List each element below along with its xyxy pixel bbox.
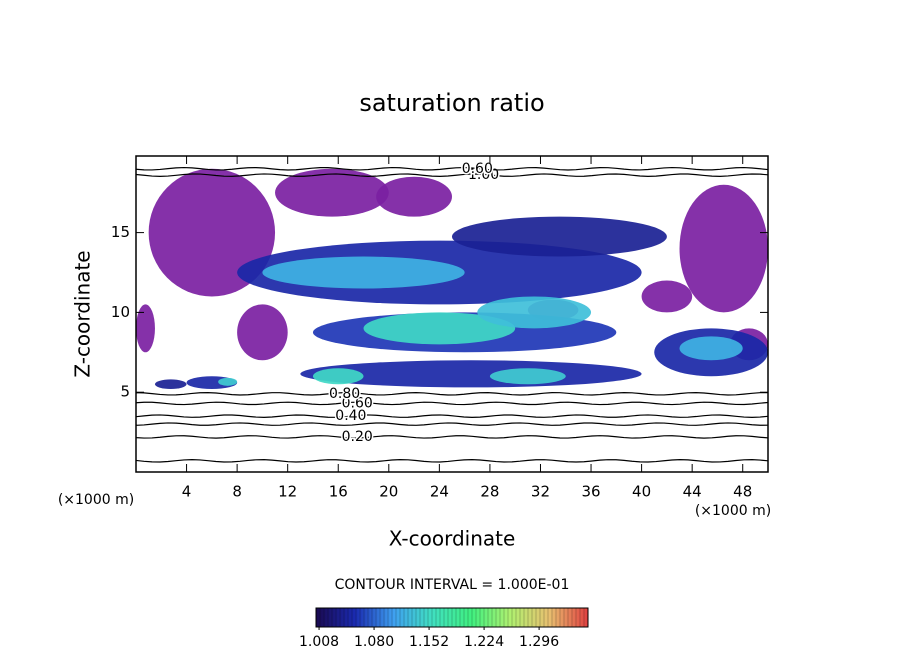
x-tick-label: 12 — [278, 483, 297, 501]
contour-line — [136, 166, 768, 171]
colorbar-label: 1.080 — [354, 634, 394, 650]
contour-line — [136, 422, 768, 426]
filled-region — [237, 304, 288, 361]
contour-line — [136, 435, 768, 439]
chart-title: saturation ratio — [359, 89, 544, 117]
y-tick-label: 10 — [111, 303, 130, 321]
filled-region — [275, 168, 389, 217]
x-tick-label: 16 — [329, 483, 348, 501]
filled-region — [363, 312, 516, 345]
contour-line — [136, 414, 768, 418]
x-tick-label: 20 — [379, 483, 398, 501]
plot-area: 0.200.400.600.801.000.60 — [136, 159, 768, 463]
colorbar-label: 1.296 — [519, 634, 559, 650]
contour-label: 1.00 — [468, 167, 499, 183]
y-unit: (×1000 m) — [58, 492, 134, 508]
x-tick-label: 48 — [733, 483, 752, 501]
colorbar-label: 1.152 — [409, 634, 449, 650]
filled-region — [679, 184, 768, 313]
contour-line — [136, 459, 768, 463]
colorbar — [315, 607, 589, 628]
filled-region — [477, 296, 592, 329]
contour-label: 0.40 — [335, 408, 366, 424]
x-unit: (×1000 m) — [695, 503, 771, 519]
x-tick-label: 44 — [683, 483, 702, 501]
contour-label: 0.60 — [462, 161, 493, 177]
x-axis-label: X-coordinate — [389, 527, 516, 551]
filled-region — [312, 368, 364, 385]
contour-label: 0.60 — [342, 395, 373, 411]
y-tick-label: 5 — [120, 383, 130, 401]
x-tick-label: 4 — [182, 483, 192, 501]
contour-line — [136, 173, 768, 177]
contour-line — [136, 391, 768, 396]
x-tick-label: 36 — [581, 483, 600, 501]
filled-region — [376, 176, 452, 217]
filled-region — [136, 304, 155, 353]
contour-label: 0.20 — [342, 429, 373, 445]
filled-region — [679, 336, 743, 361]
colorbar-label: 1.008 — [299, 634, 339, 650]
x-tick-label: 40 — [632, 483, 651, 501]
colorbar-label: 1.224 — [464, 634, 504, 650]
filled-region — [148, 168, 276, 297]
x-tick-label: 24 — [430, 483, 449, 501]
plot-frame — [135, 155, 769, 473]
x-tick-label: 8 — [232, 483, 242, 501]
filled-region — [218, 377, 238, 386]
y-tick-label: 15 — [111, 223, 130, 241]
filled-region — [489, 368, 566, 385]
contour-interval: CONTOUR INTERVAL = 1.000E-01 — [335, 577, 570, 593]
filled-region — [641, 280, 693, 313]
contour-line — [136, 401, 768, 406]
y-axis-label: Z-coordinate — [71, 250, 95, 377]
x-tick-label: 32 — [531, 483, 550, 501]
x-tick-label: 28 — [480, 483, 499, 501]
filled-region — [154, 379, 187, 390]
filled-region — [262, 256, 465, 289]
contour-label: 0.80 — [329, 386, 360, 402]
filled-region — [452, 216, 667, 257]
